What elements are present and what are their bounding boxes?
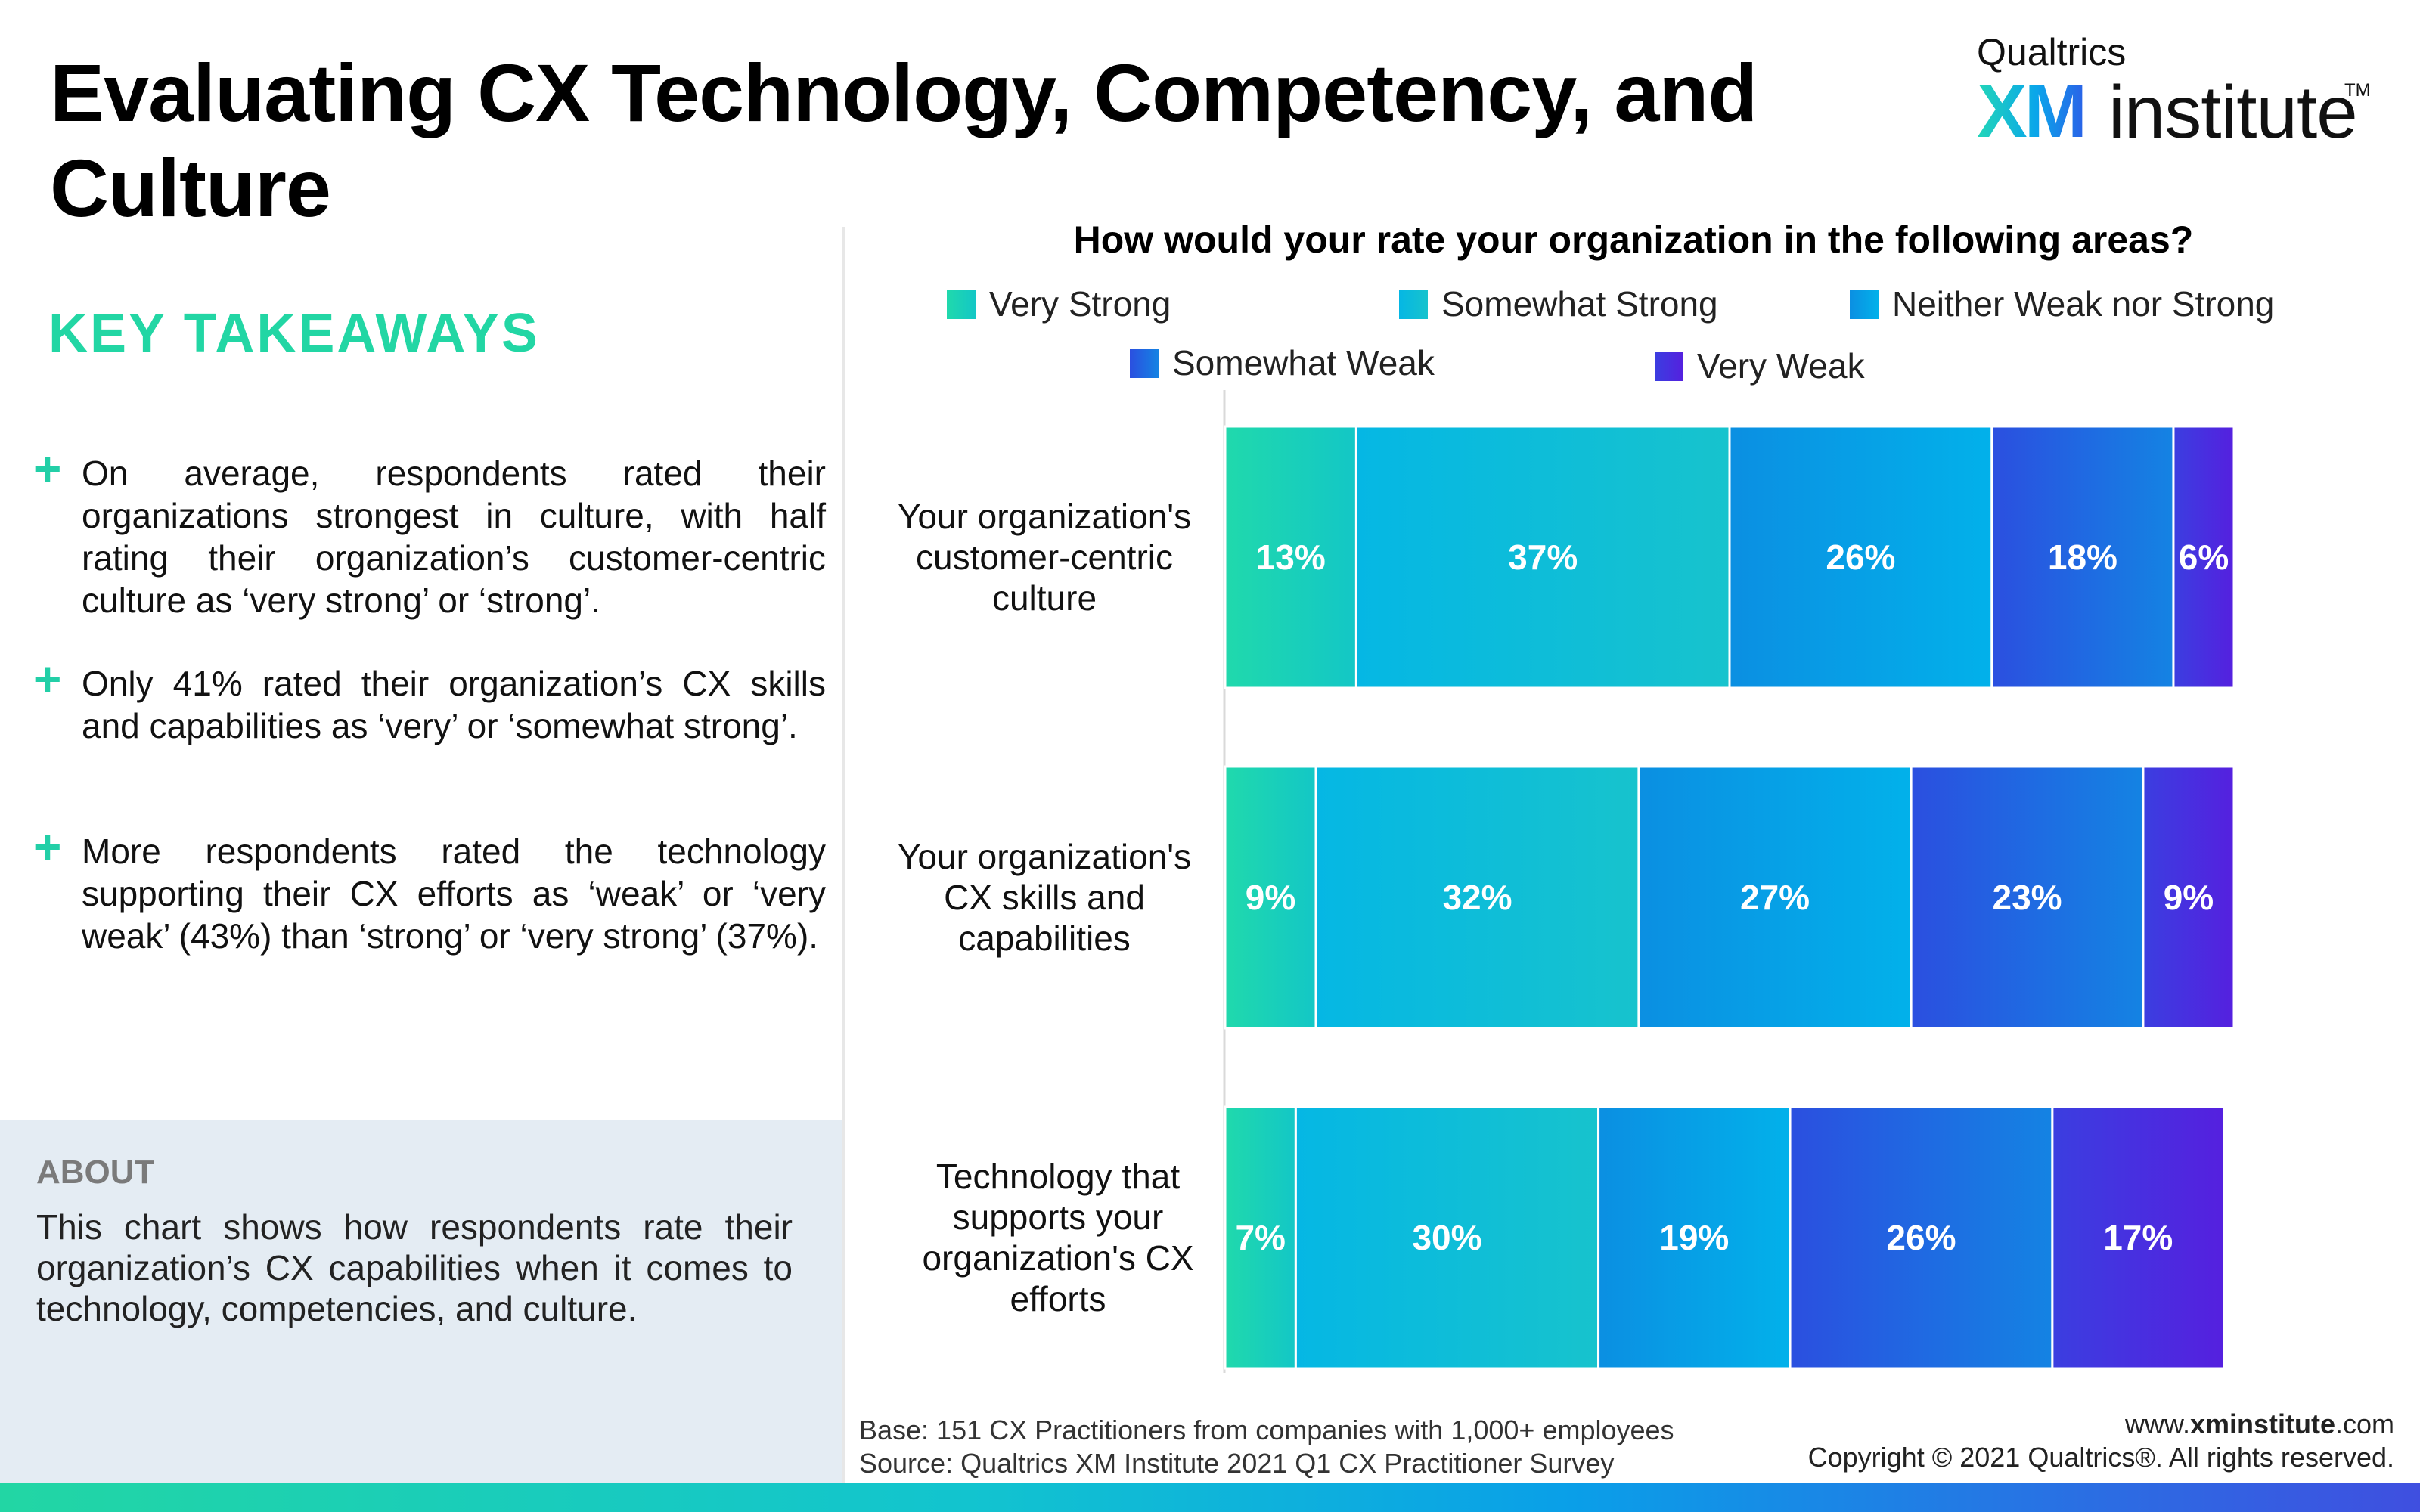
page-title: Evaluating CX Technology, Competency, an… <box>50 47 1758 234</box>
section-divider <box>842 227 845 1483</box>
plus-icon: + <box>33 442 62 496</box>
legend-swatch <box>1655 352 1683 381</box>
bar-segment-somewhat-strong <box>1294 1105 1600 1370</box>
data-label: 23% <box>1992 878 2062 917</box>
chart-footnote: Base: 151 CX Practitioners from companie… <box>859 1414 1674 1480</box>
legend-swatch <box>947 290 976 319</box>
bar-segment-somewhat-strong <box>1314 765 1640 1030</box>
data-label: 9% <box>1246 878 1295 917</box>
about-heading: ABOUT <box>36 1154 155 1191</box>
takeaway-text: Only 41% rated their organization’s CX s… <box>82 664 826 745</box>
data-label: 26% <box>1886 1218 1956 1257</box>
data-label: 6% <box>2179 538 2229 577</box>
legend-swatch <box>1850 290 1879 319</box>
bar-segment-very-weak <box>2142 765 2235 1030</box>
about-panel: ABOUT This chart shows how respondents r… <box>0 1120 842 1483</box>
data-label: 17% <box>2103 1218 2173 1257</box>
logo-trademark: TM <box>2344 80 2371 101</box>
bar-segment-very-strong <box>1224 425 1357 689</box>
category-label: Your organization's customer-centric cultu… <box>898 497 1191 618</box>
copyright-block: www.xminstitute.com Copyright © 2021 Qua… <box>1808 1408 2394 1474</box>
data-label: 13% <box>1256 538 1326 577</box>
data-label: 37% <box>1508 538 1578 577</box>
bar-segment-somewhat-strong <box>1354 425 1731 689</box>
category-label: Technology that supports your organization… <box>922 1157 1193 1318</box>
legend-label: Very Strong <box>989 284 1171 324</box>
bar-segment-neither-weak-nor-strong <box>1728 425 1993 689</box>
bar-segment-somewhat-weak <box>1789 1105 2054 1370</box>
plus-icon: + <box>33 652 62 706</box>
logo-company: Qualtrics <box>1977 31 2127 73</box>
data-label: 18% <box>2048 538 2118 577</box>
logo-institute: institute <box>2108 70 2358 153</box>
data-label: 19% <box>1659 1218 1729 1257</box>
data-label: 9% <box>2164 878 2214 917</box>
chart-title: How would your rate your organization in… <box>1073 218 2194 261</box>
key-takeaways-heading: KEY TAKEAWAYS <box>48 303 540 364</box>
xm-institute-logo: Qualtrics XM institute TM <box>1977 30 2371 153</box>
bar-segment-neither-weak-nor-strong <box>1637 765 1913 1030</box>
legend-label: Somewhat Weak <box>1172 343 1435 383</box>
legend-swatch <box>1130 349 1159 378</box>
data-label: 32% <box>1442 878 1512 917</box>
bar-segment-very-weak <box>2051 1105 2226 1370</box>
data-label: 30% <box>1412 1218 1481 1257</box>
legend-label: Very Weak <box>1697 346 1865 386</box>
takeaway-text: More respondents rated the technology su… <box>82 832 826 956</box>
takeaway-text: On average, respondents rated their orga… <box>82 454 826 620</box>
bar-segment-very-strong <box>1224 1105 1297 1370</box>
source-note: Source: Qualtrics XM Institute 2021 Q1 C… <box>859 1448 1615 1479</box>
base-note: Base: 151 CX Practitioners from companie… <box>859 1414 1674 1445</box>
legend-swatch <box>1399 290 1428 319</box>
data-label: 7% <box>1235 1218 1285 1257</box>
logo-xm: XM <box>1977 69 2087 153</box>
bar-segment-very-weak <box>2172 425 2235 689</box>
category-label: Your organization's CX skills and capabili… <box>898 837 1191 958</box>
about-text: This chart shows how respondents rate th… <box>36 1207 793 1328</box>
legend-label: Neither Weak nor Strong <box>1892 284 2275 324</box>
legend-label: Somewhat Strong <box>1441 284 1718 324</box>
website-link[interactable]: www.xminstitute.com <box>2124 1408 2394 1439</box>
bar-segment-somewhat-weak <box>1990 425 2175 689</box>
data-label: 26% <box>1826 538 1895 577</box>
bar-segment-somewhat-weak <box>1910 765 2145 1030</box>
data-label: 27% <box>1740 878 1810 917</box>
plus-icon: + <box>33 820 62 874</box>
bar-segment-neither-weak-nor-strong <box>1597 1105 1792 1370</box>
brand-gradient-band <box>0 1483 2420 1512</box>
copyright-text: Copyright © 2021 Qualtrics®. All rights … <box>1807 1442 2394 1473</box>
